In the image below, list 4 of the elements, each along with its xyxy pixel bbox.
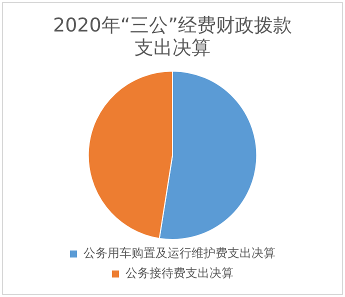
legend-label: 公务接待费支出决算 xyxy=(126,266,234,280)
legend-label: 公务用车购置及运行维护费支出决算 xyxy=(84,246,276,260)
text: 2020年“三公”经费财政拨款 xyxy=(52,14,292,36)
text: 支出决算 xyxy=(134,37,210,60)
